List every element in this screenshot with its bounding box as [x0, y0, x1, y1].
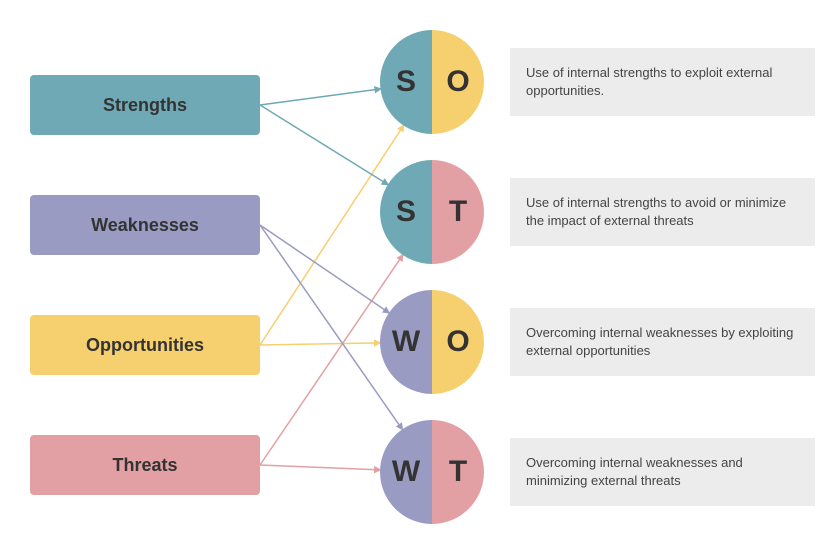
circle-node-st: ST [380, 160, 484, 264]
description-text: Use of internal strengths to avoid or mi… [526, 194, 799, 230]
circle-letter: O [446, 325, 469, 359]
description-wt: Overcoming internal weaknesses and minim… [510, 438, 815, 506]
circle-half-right: O [432, 290, 484, 394]
description-so: Use of internal strengths to exploit ext… [510, 48, 815, 116]
circle-half-left: S [380, 30, 432, 134]
circle-node-wo: WO [380, 290, 484, 394]
circle-letter: S [396, 65, 416, 99]
swot-box-label: Strengths [103, 95, 187, 116]
swot-box-label: Threats [112, 455, 177, 476]
circle-node-so: SO [380, 30, 484, 134]
swot-box-threats: Threats [30, 435, 260, 495]
circle-half-left: W [380, 420, 432, 524]
circle-letter: O [446, 65, 469, 99]
swot-box-opportunities: Opportunities [30, 315, 260, 375]
swot-box-label: Weaknesses [91, 215, 199, 236]
circle-letter: S [396, 195, 416, 229]
description-text: Overcoming internal weaknesses by exploi… [526, 324, 799, 360]
description-text: Use of internal strengths to exploit ext… [526, 64, 799, 100]
arrow-opportunities-so [260, 126, 404, 345]
arrow-strengths-st [260, 105, 388, 185]
arrow-weaknesses-wo [260, 225, 389, 313]
circle-half-left: W [380, 290, 432, 394]
circle-half-right: O [432, 30, 484, 134]
circle-half-left: S [380, 160, 432, 264]
arrow-threats-wt [260, 465, 380, 470]
circle-letter: T [449, 195, 467, 229]
arrow-threats-st [260, 255, 403, 465]
arrow-opportunities-wo [260, 343, 380, 345]
arrow-strengths-so [260, 89, 380, 105]
description-st: Use of internal strengths to avoid or mi… [510, 178, 815, 246]
circle-letter: W [392, 325, 420, 359]
circle-half-right: T [432, 160, 484, 264]
swot-box-label: Opportunities [86, 335, 204, 356]
swot-box-strengths: Strengths [30, 75, 260, 135]
swot-box-weaknesses: Weaknesses [30, 195, 260, 255]
circle-node-wt: WT [380, 420, 484, 524]
description-text: Overcoming internal weaknesses and minim… [526, 454, 799, 490]
description-wo: Overcoming internal weaknesses by exploi… [510, 308, 815, 376]
circle-letter: T [449, 455, 467, 489]
circle-half-right: T [432, 420, 484, 524]
circle-letter: W [392, 455, 420, 489]
